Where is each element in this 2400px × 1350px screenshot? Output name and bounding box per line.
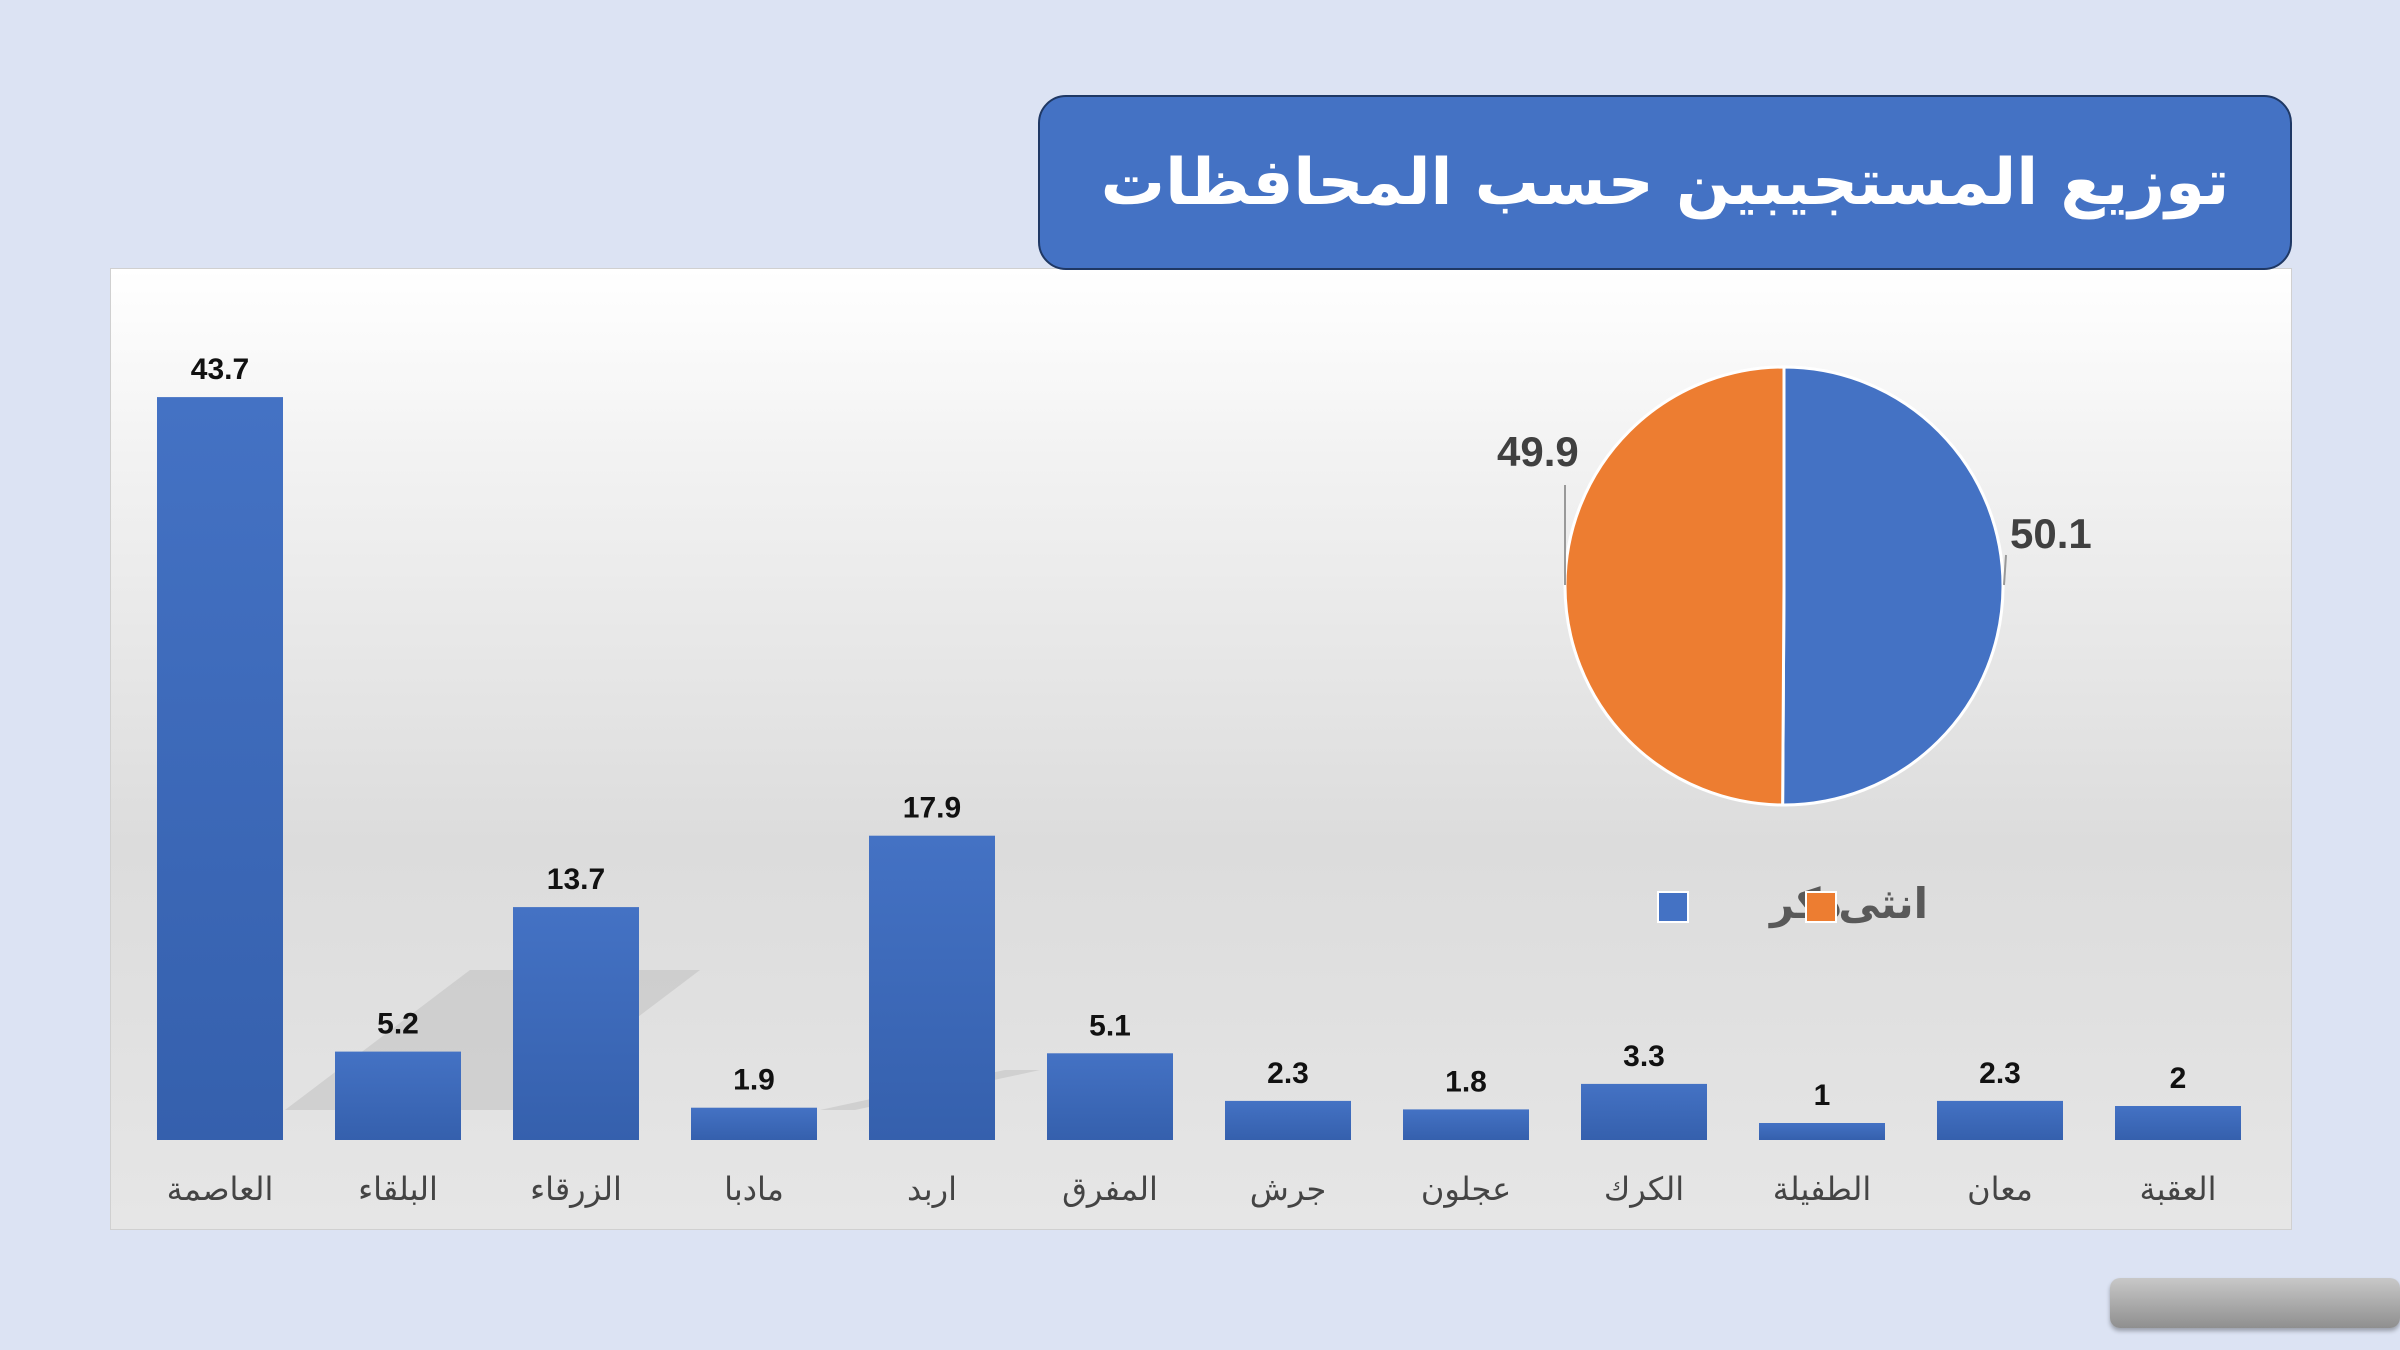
bar-value-label: 5.2 — [377, 1008, 419, 1041]
bar — [1047, 1053, 1173, 1140]
legend-swatch-female — [1805, 891, 1837, 923]
category-label: اربد — [907, 1170, 957, 1208]
bar — [1581, 1083, 1707, 1140]
bar-value-label: 5.1 — [1089, 1009, 1131, 1042]
category-label: الزرقاء — [530, 1170, 622, 1208]
bar — [1937, 1100, 2063, 1140]
bar — [869, 835, 995, 1140]
bar-value-label: 13.7 — [547, 863, 605, 896]
bar — [1225, 1100, 1351, 1140]
bar-value-label: 3.3 — [1623, 1040, 1665, 1073]
category-label: البلقاء — [358, 1170, 438, 1208]
bar-value-label: 43.7 — [191, 353, 249, 386]
bar — [157, 397, 283, 1141]
category-label: مادبا — [724, 1170, 784, 1208]
pie-slice — [1563, 365, 1786, 807]
title-banner: توزيع المستجيبين حسب المحافظات — [1038, 95, 2292, 270]
pie-value-label: 50.1 — [2010, 510, 2092, 557]
category-label: المفرق — [1062, 1170, 1158, 1208]
category-label: معان — [1967, 1170, 2033, 1208]
bar — [1759, 1123, 1885, 1140]
bar — [513, 907, 639, 1140]
bar-value-label: 17.9 — [903, 792, 961, 825]
category-label: الكرك — [1604, 1170, 1684, 1208]
bar — [335, 1051, 461, 1140]
bar-value-label: 1 — [1814, 1079, 1831, 1112]
bar-value-label: 2.3 — [1979, 1057, 2021, 1090]
bar — [1403, 1109, 1529, 1140]
bar-value-label: 2 — [2170, 1062, 2187, 1095]
legend-swatch-male — [1657, 891, 1689, 923]
category-label: عجلون — [1421, 1170, 1511, 1208]
bar-value-label: 2.3 — [1267, 1057, 1309, 1090]
legend-label-female: انثى — [1838, 879, 1928, 928]
category-label: العقبة — [2139, 1170, 2216, 1208]
bar-value-label: 1.9 — [733, 1064, 775, 1097]
bar — [2115, 1106, 2241, 1140]
category-label: جرش — [1250, 1170, 1327, 1208]
category-label: العاصمة — [167, 1170, 274, 1208]
bar — [691, 1107, 817, 1140]
category-label: الطفيلة — [1773, 1170, 1871, 1208]
pie-slice — [1781, 365, 2005, 807]
leader-line — [2003, 554, 2007, 586]
chart-title: توزيع المستجيبين حسب المحافظات — [1100, 145, 2230, 220]
footer-button[interactable] — [2110, 1278, 2400, 1328]
pie-value-label: 49.9 — [1497, 428, 1579, 475]
bar-value-label: 1.8 — [1445, 1065, 1487, 1098]
